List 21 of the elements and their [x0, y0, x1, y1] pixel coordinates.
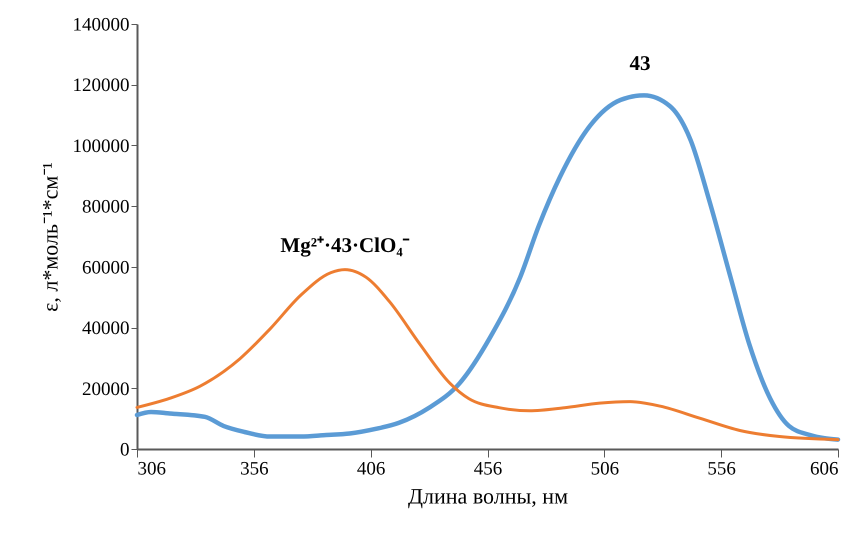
y-tick-label: 20000 [82, 378, 130, 400]
x-tick-label: 306 [138, 458, 166, 480]
x-tick-label: 406 [356, 458, 386, 480]
x-tick-label: 456 [474, 458, 502, 480]
line-series [136, 268, 840, 442]
y-axis-title: ε, л*моль⁻¹*см⁻¹ [38, 162, 62, 312]
annotation: Mg²⁺·43·ClO₄⁻ [280, 233, 410, 257]
x-tick-label: 556 [707, 458, 736, 480]
x-tick-label: 606 [810, 458, 838, 480]
y-tick-label: 80000 [82, 196, 130, 218]
x-axis-title: Длина волны, нм [408, 484, 568, 508]
y-tick-label: 100000 [72, 136, 130, 157]
y-tick-label: 120000 [72, 75, 130, 96]
y-tick-label: 60000 [82, 257, 130, 278]
x-tick-label: 356 [240, 458, 269, 480]
y-tick-label: 40000 [82, 318, 130, 340]
y-tick-label: 140000 [72, 14, 130, 36]
annotation: 43 [630, 51, 650, 75]
y-tick-label: 0 [120, 440, 130, 460]
x-tick-label: 506 [590, 458, 620, 480]
line-series [134, 93, 840, 442]
